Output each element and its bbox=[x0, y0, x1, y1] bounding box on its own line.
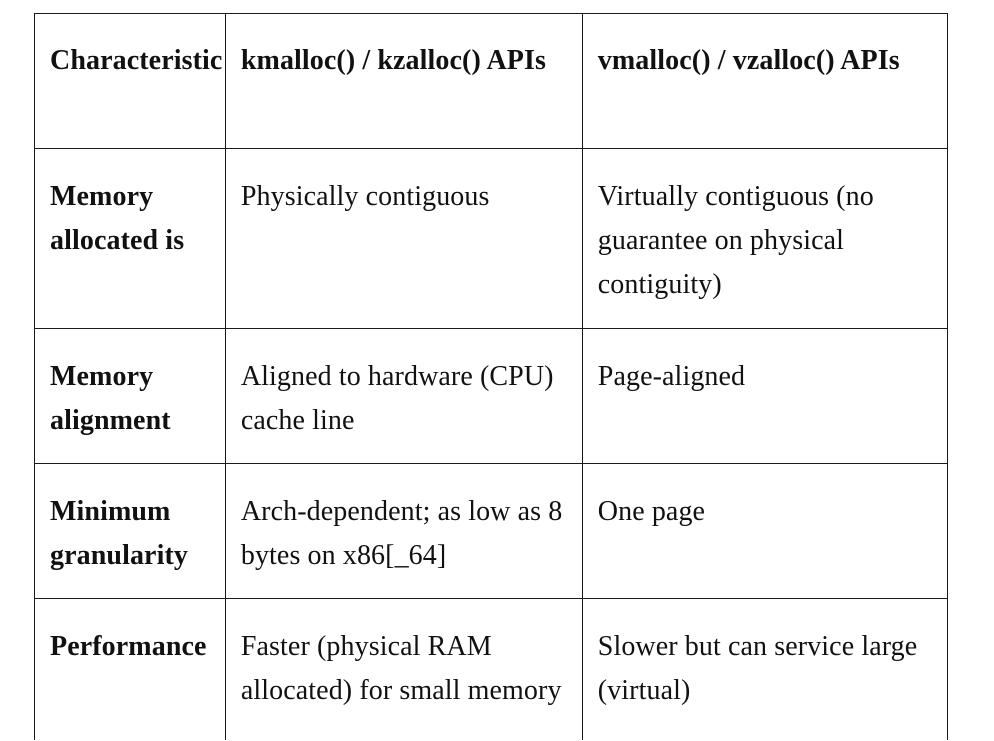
kmalloc-cell: Physically contiguous bbox=[224, 148, 583, 329]
vmalloc-cell: Virtually contiguous (no guarantee on ph… bbox=[581, 148, 949, 329]
comparison-table: Characteristic kmalloc() / kzalloc() API… bbox=[34, 13, 949, 740]
vmalloc-cell: Page-aligned bbox=[581, 328, 949, 464]
table-row: Performance Faster (physical RAM allocat… bbox=[34, 598, 949, 740]
table-header-row: Characteristic kmalloc() / kzalloc() API… bbox=[34, 13, 949, 149]
row-label: Minimum granularity bbox=[34, 463, 226, 599]
vmalloc-cell: One page bbox=[581, 463, 949, 599]
table-row: Memory alignment Aligned to hardware (CP… bbox=[34, 328, 949, 464]
header-cell-vmalloc: vmalloc() / vzalloc() APIs bbox=[581, 13, 949, 149]
table-row: Minimum granularity Arch-dependent; as l… bbox=[34, 463, 949, 599]
vmalloc-cell: Slower but can service large (virtual) bbox=[581, 598, 949, 740]
header-cell-kmalloc: kmalloc() / kzalloc() APIs bbox=[224, 13, 583, 149]
header-cell-characteristic: Characteristic bbox=[34, 13, 226, 149]
row-label: Memory alignment bbox=[34, 328, 226, 464]
row-label: Memory allocated is bbox=[34, 148, 226, 329]
kmalloc-cell: Faster (physical RAM allocated) for smal… bbox=[224, 598, 583, 740]
kmalloc-cell: Aligned to hardware (CPU) cache line bbox=[224, 328, 583, 464]
row-label: Performance bbox=[34, 598, 226, 740]
kmalloc-cell: Arch-dependent; as low as 8 bytes on x86… bbox=[224, 463, 583, 599]
table-row: Memory allocated is Physically contiguou… bbox=[34, 148, 949, 329]
